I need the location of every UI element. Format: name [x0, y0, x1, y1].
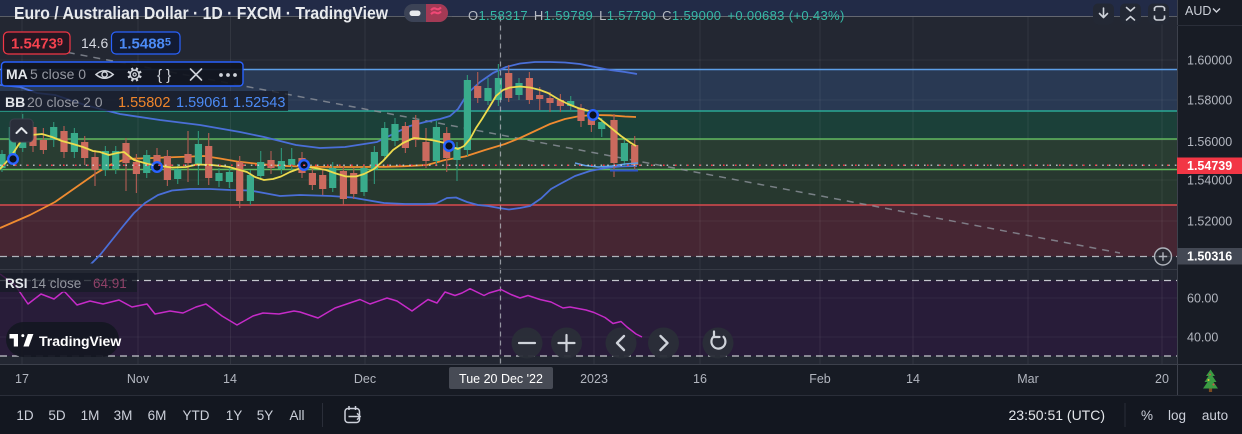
svg-text:64.91: 64.91	[93, 276, 127, 291]
svg-text:1.60000: 1.60000	[1187, 54, 1232, 68]
svg-text:1.54885: 1.54885	[119, 36, 171, 53]
svg-text:BB: BB	[5, 94, 25, 110]
svg-text:14: 14	[223, 372, 237, 386]
svg-text:MA: MA	[6, 66, 28, 82]
svg-text:5D: 5D	[48, 408, 66, 423]
svg-text:Mar: Mar	[1017, 372, 1039, 386]
svg-text:14 close: 14 close	[31, 276, 81, 291]
svg-text:1.54739: 1.54739	[11, 36, 63, 53]
svg-text:{ }: { }	[157, 67, 171, 84]
svg-text:20 close 2 0: 20 close 2 0	[27, 94, 103, 110]
svg-text:6M: 6M	[148, 408, 167, 423]
svg-text:1.54739: 1.54739	[1187, 159, 1232, 173]
svg-text:auto: auto	[1202, 408, 1228, 423]
svg-text:5Y: 5Y	[257, 408, 274, 423]
svg-text:Dec: Dec	[354, 372, 376, 386]
svg-text:1.59061: 1.59061	[176, 95, 228, 111]
svg-text:log: log	[1168, 408, 1186, 423]
svg-text:Feb: Feb	[809, 372, 831, 386]
svg-text:16: 16	[693, 372, 707, 386]
svg-text:Nov: Nov	[127, 372, 150, 386]
svg-text:YTD: YTD	[183, 408, 210, 423]
svg-text:1.52543: 1.52543	[233, 95, 285, 111]
svg-text:%: %	[1141, 408, 1153, 423]
svg-text:1.58000: 1.58000	[1187, 94, 1232, 108]
svg-text:1.52000: 1.52000	[1187, 215, 1232, 229]
svg-text:1M: 1M	[81, 408, 100, 423]
svg-text:60.00: 60.00	[1187, 292, 1218, 306]
svg-text:20: 20	[1155, 372, 1169, 386]
svg-text:All: All	[289, 408, 304, 423]
svg-text:2023: 2023	[580, 372, 608, 386]
svg-text:1.50316: 1.50316	[1187, 250, 1232, 264]
svg-text:1D: 1D	[16, 408, 34, 423]
svg-text:14.6: 14.6	[81, 35, 108, 51]
svg-text:3M: 3M	[114, 408, 133, 423]
svg-text:Euro / Australian Dollar · 1D: Euro / Australian Dollar · 1D · FXCM · T…	[14, 3, 388, 23]
svg-text:1.55802: 1.55802	[118, 95, 170, 111]
svg-text:40.00: 40.00	[1187, 331, 1218, 345]
svg-text:RSI: RSI	[5, 276, 28, 291]
svg-text:1.54000: 1.54000	[1187, 174, 1232, 188]
svg-text:AUD: AUD	[1185, 4, 1211, 18]
svg-text:17: 17	[15, 372, 29, 386]
svg-text:23:50:51 (UTC): 23:50:51 (UTC)	[1009, 407, 1105, 423]
svg-text:1.56000: 1.56000	[1187, 135, 1232, 149]
svg-text:1Y: 1Y	[226, 408, 243, 423]
svg-text:Tue 20 Dec '22: Tue 20 Dec '22	[459, 372, 543, 386]
svg-text:TradingView: TradingView	[39, 333, 121, 349]
svg-text:5 close 0: 5 close 0	[30, 66, 86, 82]
svg-text:14: 14	[906, 372, 920, 386]
